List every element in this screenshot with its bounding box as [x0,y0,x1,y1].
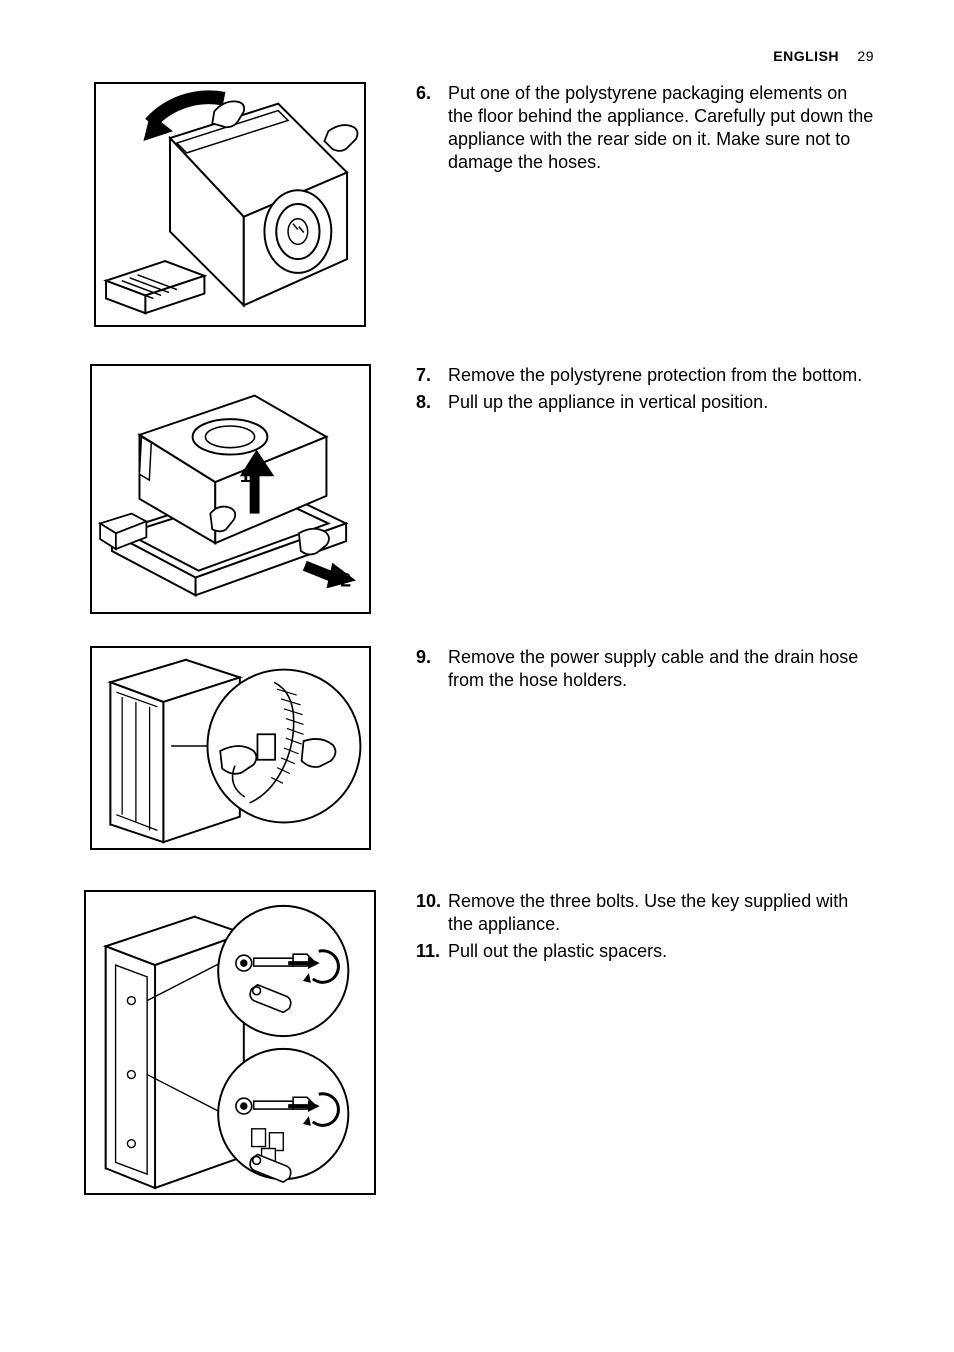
figure-cell: 1 2 [80,364,380,614]
svg-text:1: 1 [239,465,250,487]
step-text: Pull out the plastic spacers. [448,940,874,963]
illustration-remove-base-icon: 1 2 [92,366,369,612]
figure-cell [80,82,380,327]
step-number: 7. [416,364,448,387]
text-cell: 7. Remove the polystyrene protection fro… [380,364,874,418]
illustration-bolts-icon [86,892,374,1193]
figure-remove-base: 1 2 [90,364,371,614]
step-number: 8. [416,391,448,414]
figure-release-hoses [90,646,371,850]
instruction-row: 9. Remove the power supply cable and the… [80,646,874,868]
header-language: ENGLISH [773,48,839,64]
step-list: 6. Put one of the polystyrene packaging … [416,82,874,174]
step-number: 6. [416,82,448,174]
figure-tilt-appliance [94,82,366,327]
step-item: 7. Remove the polystyrene protection fro… [416,364,874,387]
text-cell: 9. Remove the power supply cable and the… [380,646,874,696]
step-item: 11. Pull out the plastic spacers. [416,940,874,963]
illustration-tilt-icon [96,84,364,325]
step-list: 10. Remove the three bolts. Use the key … [416,890,874,963]
instruction-row: 6. Put one of the polystyrene packaging … [80,82,874,342]
instruction-row: 1 2 7. Remove the polystyrene protection… [80,364,874,624]
svg-text:2: 2 [340,569,351,591]
step-text: Put one of the polystyrene packaging ele… [448,82,874,174]
instruction-row: 10. Remove the three bolts. Use the key … [80,890,874,1200]
step-text: Pull up the appliance in vertical positi… [448,391,874,414]
step-list: 7. Remove the polystyrene protection fro… [416,364,874,414]
step-text: Remove the polystyrene protection from t… [448,364,874,387]
step-number: 10. [416,890,448,936]
page-header: ENGLISH 29 [80,48,874,64]
instruction-rows: 6. Put one of the polystyrene packaging … [80,82,874,1200]
figure-cell [80,646,380,850]
step-item: 9. Remove the power supply cable and the… [416,646,874,692]
text-cell: 10. Remove the three bolts. Use the key … [380,890,874,967]
figure-cell [80,890,380,1195]
step-number: 11. [416,940,448,963]
step-text: Remove the three bolts. Use the key supp… [448,890,874,936]
text-cell: 6. Put one of the polystyrene packaging … [380,82,874,178]
step-item: 6. Put one of the polystyrene packaging … [416,82,874,174]
illustration-hoses-icon [92,648,369,848]
step-number: 9. [416,646,448,692]
header-page-number: 29 [857,48,874,64]
step-text: Remove the power supply cable and the dr… [448,646,874,692]
step-item: 10. Remove the three bolts. Use the key … [416,890,874,936]
manual-page: ENGLISH 29 [0,0,954,1352]
step-item: 8. Pull up the appliance in vertical pos… [416,391,874,414]
figure-remove-bolts [84,890,376,1195]
step-list: 9. Remove the power supply cable and the… [416,646,874,692]
